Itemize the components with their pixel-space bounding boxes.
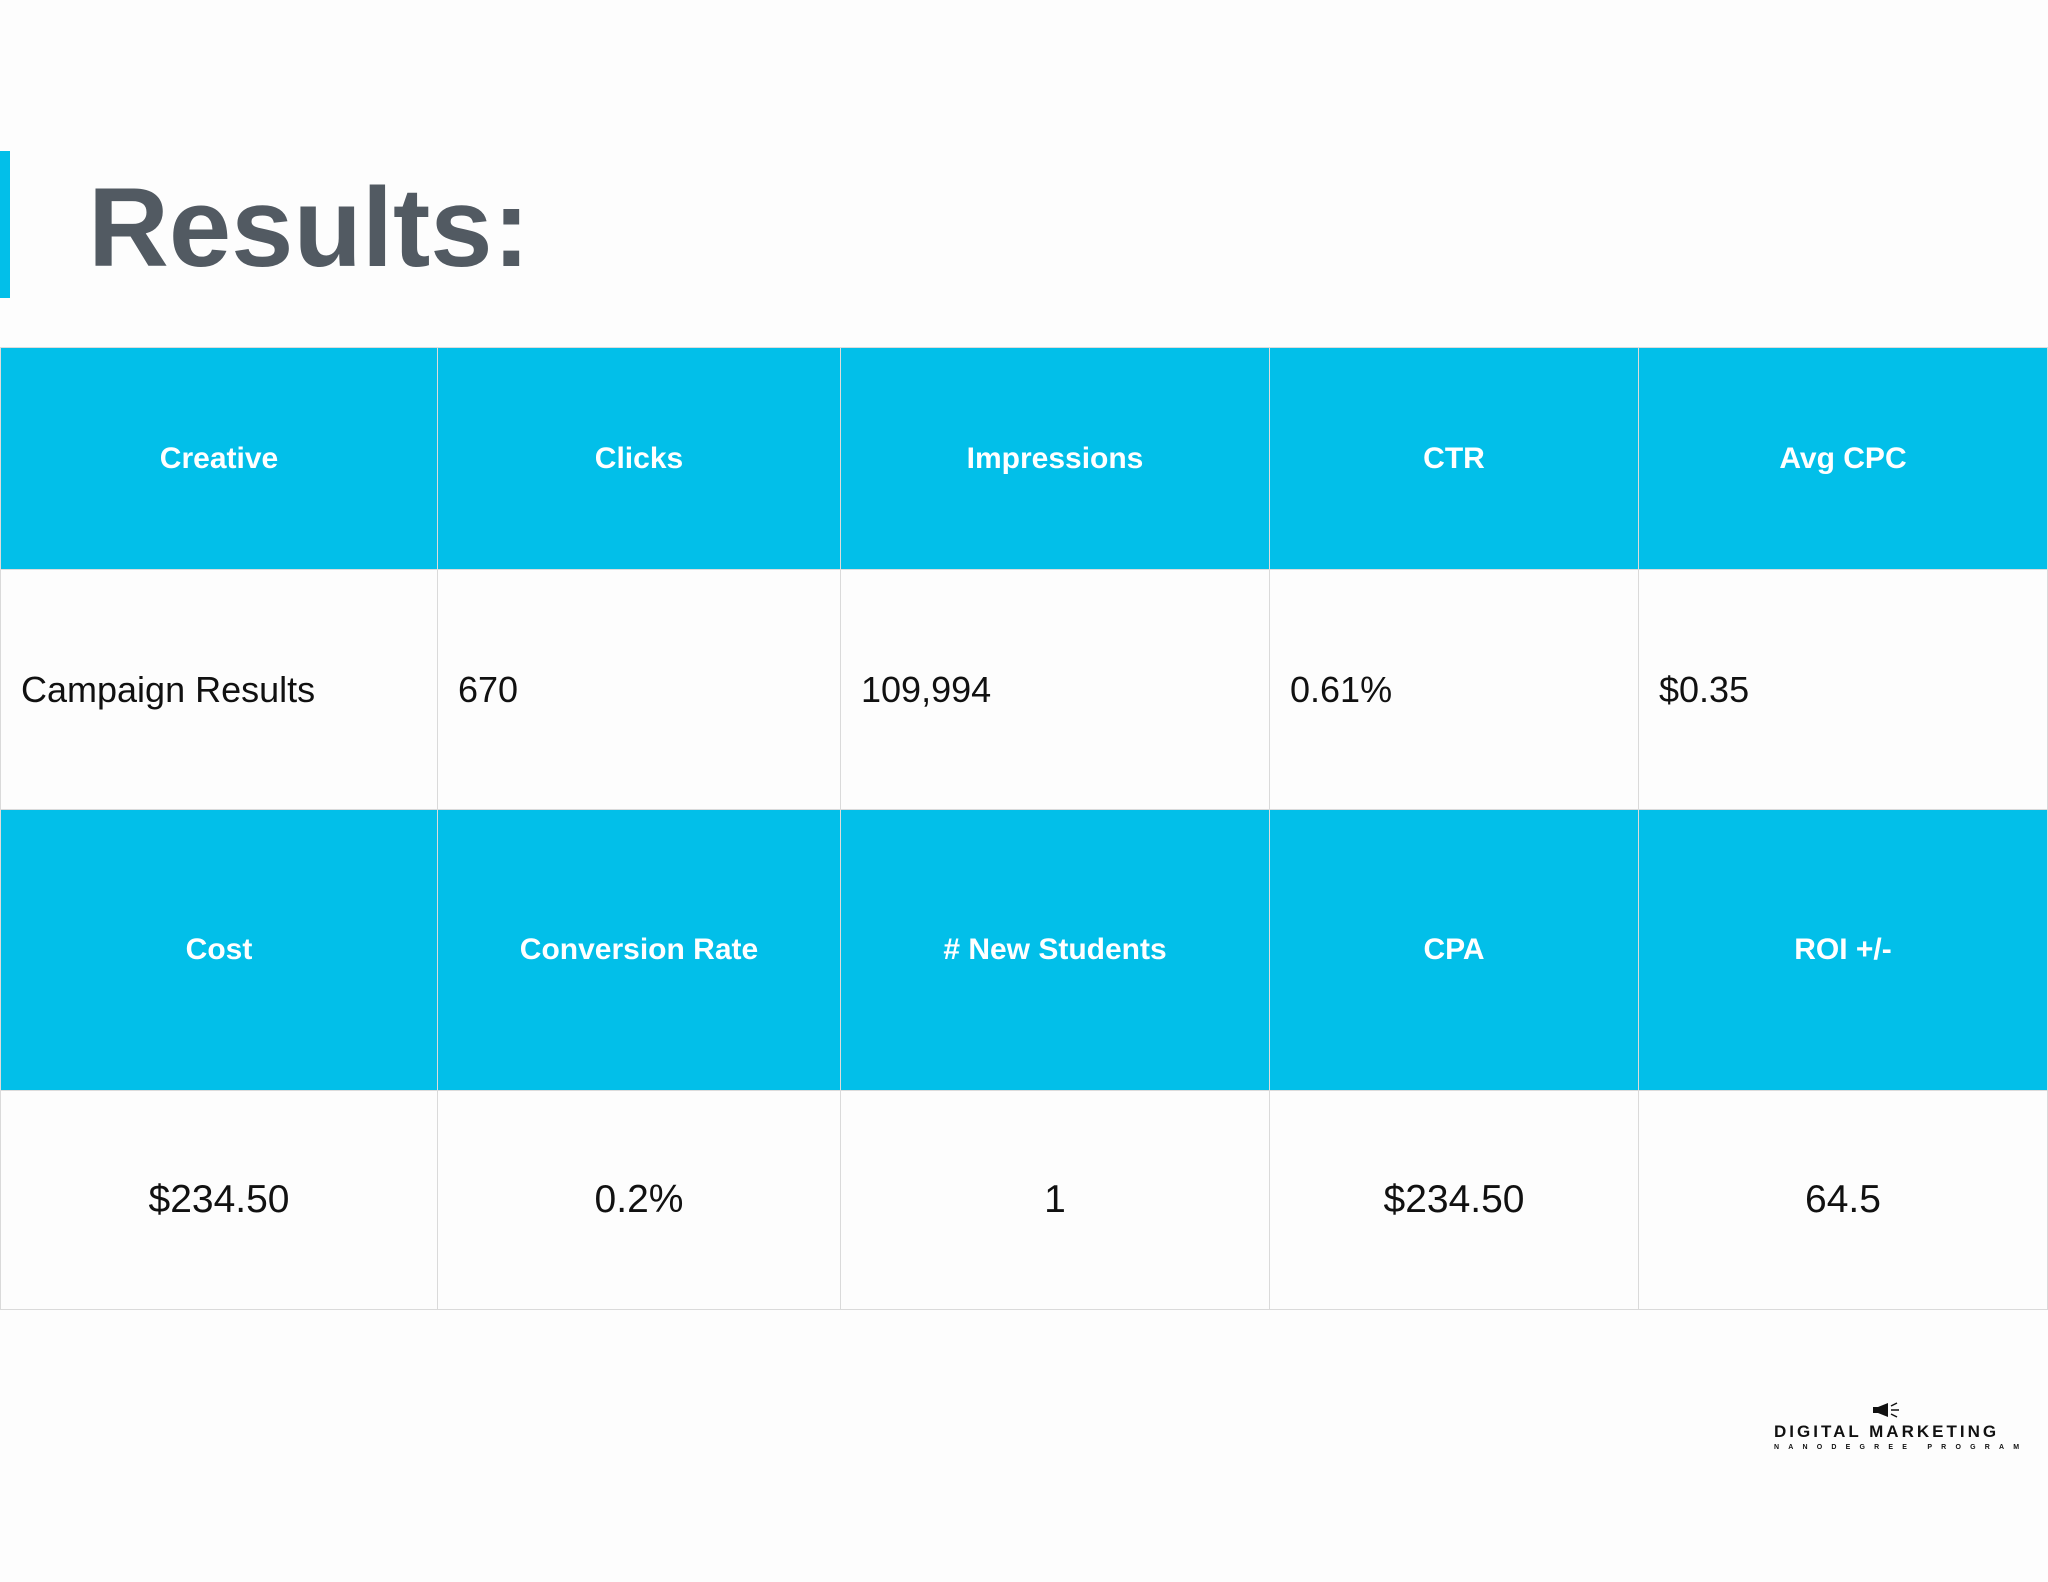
cell-cpa: $234.50 bbox=[1269, 1090, 1639, 1310]
header-cell-roi: ROI +/- bbox=[1638, 809, 2048, 1091]
cell-impressions: 109,994 bbox=[840, 569, 1270, 810]
table-row: $234.50 0.2% 1 $234.50 64.5 bbox=[0, 1090, 2048, 1310]
cell-creative: Campaign Results bbox=[0, 569, 438, 810]
cell-avg-cpc: $0.35 bbox=[1638, 569, 2048, 810]
header-cell-conversion-rate: Conversion Rate bbox=[437, 809, 841, 1091]
header-row: Cost Conversion Rate # New Students CPA … bbox=[0, 809, 2048, 1091]
cell-conversion-rate: 0.2% bbox=[437, 1090, 841, 1310]
cell-roi: 64.5 bbox=[1638, 1090, 2048, 1310]
header-cell-avg-cpc: Avg CPC bbox=[1638, 347, 2048, 570]
slide-title: Results: bbox=[88, 165, 530, 290]
header-cell-new-students: # New Students bbox=[840, 809, 1270, 1091]
header-cell-cost: Cost bbox=[0, 809, 438, 1091]
digital-marketing-logo: DIGITAL MARKETING NANODEGREE PROGRAM bbox=[1774, 1402, 2029, 1462]
header-cell-cpa: CPA bbox=[1269, 809, 1639, 1091]
header-cell-impressions: Impressions bbox=[840, 347, 1270, 570]
megaphone-icon bbox=[1873, 1402, 1899, 1418]
header-cell-creative: Creative bbox=[0, 347, 438, 570]
header-cell-clicks: Clicks bbox=[437, 347, 841, 570]
cell-new-students: 1 bbox=[840, 1090, 1270, 1310]
header-row: Creative Clicks Impressions CTR Avg CPC bbox=[0, 347, 2048, 570]
table-row: Campaign Results 670 109,994 0.61% $0.35 bbox=[0, 569, 2048, 810]
cell-clicks: 670 bbox=[437, 569, 841, 810]
logo-main-text: DIGITAL MARKETING bbox=[1774, 1422, 2000, 1441]
results-table: Creative Clicks Impressions CTR Avg CPC … bbox=[0, 347, 2048, 1310]
title-accent-bar bbox=[0, 151, 10, 298]
cell-cost: $234.50 bbox=[0, 1090, 438, 1310]
header-cell-ctr: CTR bbox=[1269, 347, 1639, 570]
logo-sub-text: NANODEGREE PROGRAM bbox=[1774, 1444, 2029, 1451]
cell-ctr: 0.61% bbox=[1269, 569, 1639, 810]
